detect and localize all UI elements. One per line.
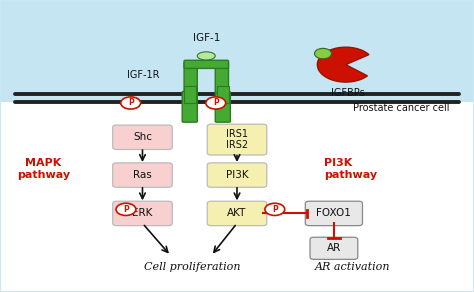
Text: Ras: Ras (133, 170, 152, 180)
Text: PI3K: PI3K (226, 170, 248, 180)
Circle shape (206, 97, 226, 109)
FancyBboxPatch shape (215, 62, 228, 93)
FancyBboxPatch shape (182, 91, 197, 122)
Text: IGFBPs: IGFBPs (331, 88, 365, 98)
FancyBboxPatch shape (113, 163, 172, 187)
Wedge shape (318, 47, 369, 82)
Text: AKT: AKT (228, 208, 246, 218)
FancyBboxPatch shape (113, 201, 172, 226)
Bar (183, 86, 196, 103)
Text: PI3K
pathway: PI3K pathway (324, 158, 378, 180)
Circle shape (116, 203, 136, 215)
Ellipse shape (197, 52, 215, 60)
Text: AR activation: AR activation (315, 262, 391, 272)
Bar (0, 102, 474, 291)
Text: P: P (272, 205, 278, 214)
Text: P: P (128, 98, 134, 107)
FancyBboxPatch shape (207, 163, 267, 187)
FancyBboxPatch shape (184, 60, 228, 68)
Text: IRS1
IRS2: IRS1 IRS2 (226, 129, 248, 150)
Text: IGF-1R: IGF-1R (127, 70, 159, 80)
Text: FOXO1: FOXO1 (317, 208, 351, 218)
Circle shape (265, 203, 285, 215)
FancyBboxPatch shape (305, 201, 363, 226)
Bar (217, 86, 229, 103)
Text: IGF-1: IGF-1 (192, 33, 220, 43)
Bar (0, 1, 474, 102)
FancyBboxPatch shape (215, 91, 230, 122)
FancyBboxPatch shape (310, 237, 358, 259)
Text: AR: AR (327, 243, 341, 253)
Circle shape (315, 48, 331, 59)
Text: Cell proliferation: Cell proliferation (144, 262, 240, 272)
Text: MAPK
pathway: MAPK pathway (17, 158, 70, 180)
FancyBboxPatch shape (207, 201, 267, 226)
Circle shape (121, 97, 141, 109)
Text: P: P (213, 98, 219, 107)
FancyBboxPatch shape (207, 124, 267, 155)
FancyBboxPatch shape (184, 62, 197, 93)
FancyBboxPatch shape (113, 125, 172, 150)
Text: P: P (123, 205, 129, 214)
Text: ERK: ERK (132, 208, 153, 218)
Text: Prostate cancer cell: Prostate cancer cell (353, 103, 450, 113)
Text: Shc: Shc (133, 132, 152, 142)
